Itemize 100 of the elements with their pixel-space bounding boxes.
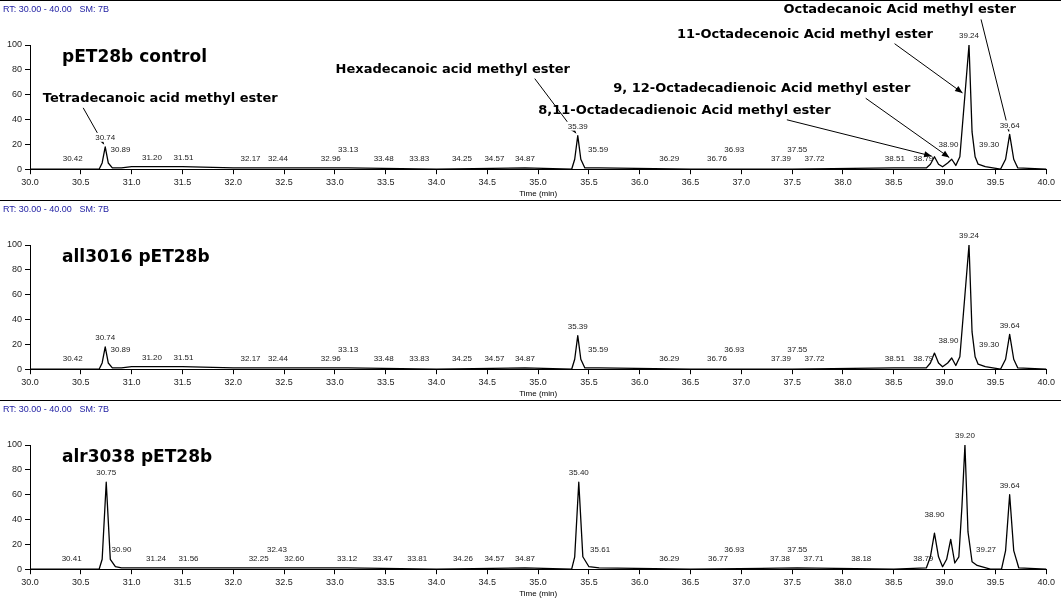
annotation: 39.64 <box>999 480 1021 490</box>
x-tick-label: 35.5 <box>580 577 598 588</box>
annotation: 31.51 <box>173 152 195 162</box>
annotation: 30.90 <box>111 545 133 555</box>
y-tick-label: 40 <box>12 114 23 124</box>
annotation: Hexadecanoic acid methyl ester <box>335 60 571 76</box>
annotation: 9, 12-Octadecadienoic Acid methyl ester <box>613 80 911 96</box>
annotation: 11-Octadecenoic Acid methyl ester <box>676 25 934 41</box>
x-tick-label: 33.5 <box>376 577 395 588</box>
y-tick-label: 0 <box>17 163 23 174</box>
annotation: 32.25 <box>248 554 270 564</box>
annotation: 38.51 <box>884 354 906 364</box>
y-tick-label: 100 <box>6 439 23 450</box>
x-tick-label: 33.5 <box>376 377 395 388</box>
x-tick-label: 39.0 <box>935 177 954 188</box>
annotation: 38.51 <box>884 154 906 164</box>
x-tick-label: 30.0 <box>21 177 39 188</box>
x-tick-label: 34.5 <box>478 577 497 588</box>
text: RT: 30.00 - 40.00 SM: 7B <box>3 203 109 214</box>
y-tick-label: 100 <box>6 239 23 250</box>
x-tick-label: 39.0 <box>935 377 954 388</box>
annotation: 30.75 <box>96 468 117 478</box>
x-tick-label: 31.0 <box>122 377 141 388</box>
annotation: 31.51 <box>173 352 195 362</box>
x-tick-label: 37.0 <box>732 577 751 588</box>
annotation: 37.71 <box>803 554 825 564</box>
annotation: 34.57 <box>484 154 505 164</box>
annotation: 37.55 <box>787 145 808 155</box>
annotation: 39.64 <box>999 320 1021 330</box>
annotation: 36.29 <box>659 154 680 164</box>
text: RT: 30.00 - 40.00 SM: 7B <box>3 403 109 414</box>
annotation: 32.43 <box>266 545 288 555</box>
y-tick-label: 20 <box>12 538 23 549</box>
annotation: 30.89 <box>110 345 132 355</box>
x-tick-label: 34.5 <box>478 177 497 188</box>
x-tick-label: 33.0 <box>326 377 344 388</box>
annotation: 31.20 <box>141 352 163 362</box>
y-tick-label: 80 <box>12 264 23 275</box>
annotation: 37.72 <box>804 354 826 364</box>
x-tick-label: 30.5 <box>72 377 90 388</box>
annotation: 32.44 <box>267 354 289 364</box>
annotation: 30.74 <box>95 133 116 143</box>
x-tick-label: 40.0 <box>1037 577 1056 588</box>
x-tick-label: 31.0 <box>122 177 141 188</box>
annotation: Octadecanoic Acid methyl ester <box>783 1 1017 17</box>
annotation: 38.18 <box>851 554 872 564</box>
x-tick-label: 38.0 <box>834 377 852 388</box>
x-tick-label: 30.0 <box>21 577 39 588</box>
x-axis-title: Time (min) <box>519 589 558 599</box>
annotation: 35.39 <box>567 321 589 331</box>
x-tick-label: 39.5 <box>986 377 1005 388</box>
x-tick-label: 32.5 <box>275 177 293 188</box>
x-tick-label: 36.0 <box>630 377 649 388</box>
annotation: 36.93 <box>724 345 745 355</box>
x-tick-label: 34.0 <box>427 177 446 188</box>
x-tick-label: 37.5 <box>783 377 801 388</box>
annotation: 35.40 <box>568 468 590 478</box>
x-axis-title: Time (min) <box>519 189 558 199</box>
annotation: 32.17 <box>240 354 262 364</box>
y-tick-label: 100 <box>6 39 23 50</box>
annotation: 36.93 <box>724 545 745 555</box>
x-tick-label: 33.0 <box>326 177 344 188</box>
x-tick-label: 32.0 <box>224 177 243 188</box>
annotation: 33.13 <box>338 345 359 355</box>
x-tick-label: 38.5 <box>885 577 903 588</box>
annotation: 33.48 <box>373 154 395 164</box>
annotation: 31.56 <box>178 554 200 564</box>
annotation: 35.61 <box>590 545 611 555</box>
annotation: 34.57 <box>484 554 505 564</box>
annotation: Tetradecanoic acid methyl ester <box>42 89 279 105</box>
annotation: 34.25 <box>451 154 473 164</box>
annotation: 39.20 <box>954 431 976 441</box>
annotation: 33.13 <box>338 145 359 155</box>
annotation: 30.89 <box>110 145 132 155</box>
x-tick-label: 32.5 <box>275 377 293 388</box>
annotation: 36.93 <box>724 145 745 155</box>
x-tick-label: 34.0 <box>427 577 446 588</box>
x-tick-label: 38.5 <box>885 177 903 188</box>
x-tick-label: 37.0 <box>732 377 751 388</box>
x-tick-label: 32.0 <box>224 377 243 388</box>
x-tick-label: 34.0 <box>427 377 446 388</box>
x-tick-label: 39.5 <box>986 577 1005 588</box>
x-tick-label: 39.5 <box>986 177 1005 188</box>
y-tick-label: 0 <box>17 563 23 574</box>
x-tick-label: 36.5 <box>681 377 700 388</box>
annotation: 35.59 <box>588 145 609 155</box>
annotation: 32.96 <box>320 354 342 364</box>
x-tick-label: 39.0 <box>935 577 954 588</box>
annotation: 33.12 <box>337 554 358 564</box>
x-tick-label: 30.0 <box>21 377 39 388</box>
x-tick-label: 35.5 <box>580 177 598 188</box>
x-tick-label: 31.0 <box>122 577 141 588</box>
annotation: 35.39 <box>567 121 589 131</box>
x-tick-label: 32.0 <box>224 577 243 588</box>
annotation: 31.24 <box>146 554 167 564</box>
annotation: 31.20 <box>141 152 163 162</box>
annotation: 36.77 <box>707 554 729 564</box>
annotation: 38.79 <box>913 154 934 164</box>
annotation: 34.26 <box>452 554 474 564</box>
x-tick-label: 38.0 <box>834 577 852 588</box>
